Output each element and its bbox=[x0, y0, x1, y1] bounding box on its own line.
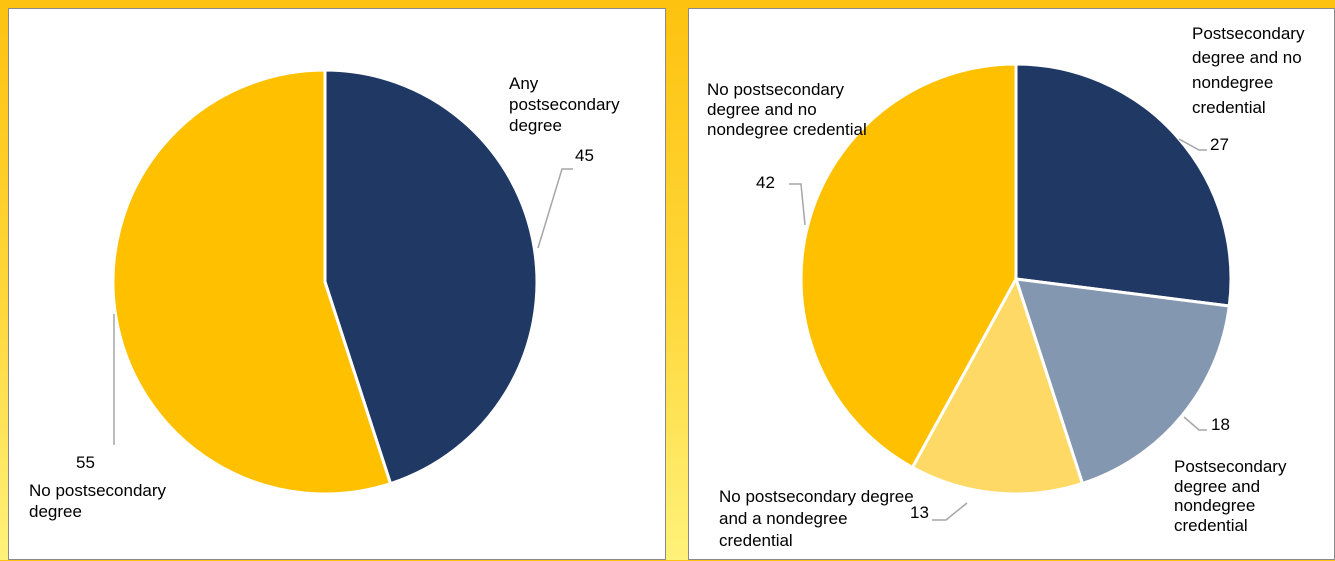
slice-value-label: 42 bbox=[756, 173, 775, 192]
slice-category-label: Any postsecondary degree bbox=[509, 74, 620, 135]
right-pie-chart: 27 Postsecondary degree and no nondegree cre… bbox=[707, 24, 1305, 550]
pie-slice-2 bbox=[1014, 277, 1231, 485]
leader-line bbox=[1183, 416, 1207, 431]
leader-line bbox=[932, 502, 968, 521]
pie-slices bbox=[111, 68, 539, 496]
leader-line bbox=[789, 183, 806, 226]
slice-value-label: 55 bbox=[76, 453, 95, 472]
pie-slice-2 bbox=[111, 68, 393, 496]
slice-category-label: No postsecondary degree bbox=[29, 481, 167, 521]
left-pie-chart: 45 Any postsecondary degree 55 No postseconda… bbox=[29, 68, 620, 521]
leader-line bbox=[537, 168, 573, 249]
slice-category-label: No postsecondary degree and no nondegree c… bbox=[707, 80, 867, 139]
pie-slice-1 bbox=[323, 68, 539, 486]
pie-slice-4 bbox=[799, 62, 1018, 469]
right-chart-panel: 27 Postsecondary degree and no nondegree cre… bbox=[688, 8, 1335, 560]
leader-line bbox=[1178, 138, 1207, 151]
slice-value-label: 13 bbox=[910, 503, 929, 522]
slice-value-label: 45 bbox=[575, 146, 594, 165]
pie-slice-1 bbox=[1014, 62, 1233, 308]
pie-slice-3 bbox=[910, 277, 1084, 496]
slice-category-label: Postsecondary degree and no nondegree crede… bbox=[1192, 24, 1305, 117]
left-chart-panel: 45 Any postsecondary degree 55 No postseconda… bbox=[8, 8, 666, 560]
slice-category-label: No postsecondary degree and a nondegree cr… bbox=[719, 487, 914, 550]
slice-category-label: Postsecondary degree and nondegree credenti… bbox=[1174, 457, 1287, 535]
slice-value-label: 18 bbox=[1211, 415, 1230, 434]
pie-slices bbox=[799, 62, 1233, 496]
slice-value-label: 27 bbox=[1210, 135, 1229, 154]
